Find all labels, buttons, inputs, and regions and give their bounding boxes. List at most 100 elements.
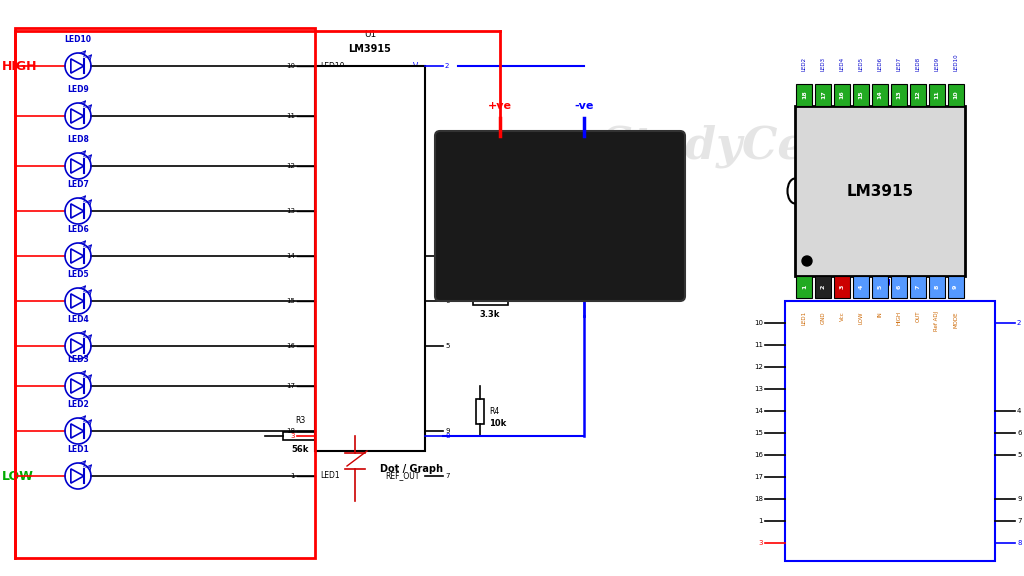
Text: IN: IN xyxy=(412,342,420,351)
Text: LED7: LED7 xyxy=(319,207,340,215)
Text: LED5: LED5 xyxy=(790,429,810,438)
Text: DIV_HI: DIV_HI xyxy=(394,297,420,305)
Bar xyxy=(315,66,425,451)
Text: 18k: 18k xyxy=(481,265,499,274)
Text: 6: 6 xyxy=(1017,430,1022,436)
Text: +ve: +ve xyxy=(488,101,512,111)
Text: LED7: LED7 xyxy=(896,57,901,71)
Text: 17: 17 xyxy=(754,474,763,480)
Text: 8: 8 xyxy=(445,433,450,439)
Text: 9: 9 xyxy=(953,285,958,289)
Text: DIV_LO: DIV_LO xyxy=(393,252,420,260)
Bar xyxy=(947,84,964,106)
FancyBboxPatch shape xyxy=(435,131,685,301)
Text: 14: 14 xyxy=(754,408,763,414)
Text: 3.3k: 3.3k xyxy=(480,310,500,319)
Text: 13: 13 xyxy=(286,208,295,214)
Text: V+: V+ xyxy=(790,539,802,548)
Text: LM3915: LM3915 xyxy=(348,44,391,54)
Bar xyxy=(891,84,907,106)
Text: REF_OUT: REF_OUT xyxy=(955,517,990,525)
Text: V+: V+ xyxy=(319,431,332,441)
Text: IN: IN xyxy=(878,311,883,317)
Text: 11: 11 xyxy=(934,90,939,100)
Text: R2: R2 xyxy=(485,236,495,245)
Text: LED7: LED7 xyxy=(67,180,89,189)
Text: 4: 4 xyxy=(445,253,450,259)
Text: 3: 3 xyxy=(840,285,845,289)
Text: R4: R4 xyxy=(489,407,500,415)
Text: LED10: LED10 xyxy=(790,319,814,328)
Bar xyxy=(929,276,945,298)
Text: 6: 6 xyxy=(445,298,450,304)
Text: LED6: LED6 xyxy=(790,407,810,415)
Text: LED1: LED1 xyxy=(68,445,89,454)
Text: 17: 17 xyxy=(821,90,825,100)
Text: LED4: LED4 xyxy=(790,450,810,460)
Text: Ref ADJ: Ref ADJ xyxy=(934,311,939,331)
Text: ✓CE ✓UL: ✓CE ✓UL xyxy=(544,285,577,291)
Bar xyxy=(853,84,869,106)
Text: Battery: Battery xyxy=(534,264,587,277)
Bar xyxy=(835,276,850,298)
Text: Dot / Graph: Dot / Graph xyxy=(380,464,443,473)
Text: 18: 18 xyxy=(286,428,295,434)
Text: R3: R3 xyxy=(295,416,305,425)
Text: REF_ADJ: REF_ADJ xyxy=(954,539,990,548)
Text: LED2: LED2 xyxy=(790,495,810,503)
Text: 10k: 10k xyxy=(489,419,506,427)
Text: MD_SEL: MD_SEL xyxy=(390,426,420,435)
Bar xyxy=(835,84,850,106)
Text: 8: 8 xyxy=(934,285,939,289)
Text: REF_ADJ: REF_ADJ xyxy=(388,431,420,441)
Text: 6: 6 xyxy=(896,285,901,289)
Text: MD_SEL: MD_SEL xyxy=(959,495,990,503)
Text: 9: 9 xyxy=(445,428,450,434)
Text: LED8: LED8 xyxy=(319,161,340,170)
Text: OUT: OUT xyxy=(915,311,921,323)
Bar xyxy=(872,276,888,298)
Text: 9: 9 xyxy=(1017,496,1022,502)
Text: StudyCell: StudyCell xyxy=(600,124,840,168)
Text: 10: 10 xyxy=(286,63,295,69)
Bar xyxy=(947,276,964,298)
Text: -ve: -ve xyxy=(574,101,594,111)
Text: 13: 13 xyxy=(896,90,901,100)
Text: 5: 5 xyxy=(878,285,883,289)
Text: GND: GND xyxy=(821,311,825,324)
Text: LED9: LED9 xyxy=(319,112,340,120)
Text: LOW: LOW xyxy=(2,469,34,483)
Text: 3: 3 xyxy=(291,433,295,439)
Text: Vcc: Vcc xyxy=(840,311,845,321)
Text: 12V 10Ah: 12V 10Ah xyxy=(515,226,605,244)
Text: 56k: 56k xyxy=(291,445,308,454)
Bar xyxy=(929,84,945,106)
Text: 13: 13 xyxy=(754,386,763,392)
Text: LED8: LED8 xyxy=(790,362,810,372)
Text: LED6: LED6 xyxy=(68,225,89,234)
Text: LED7: LED7 xyxy=(790,385,810,393)
Text: 15: 15 xyxy=(858,90,863,100)
Bar xyxy=(472,297,508,305)
Bar xyxy=(797,84,812,106)
Bar xyxy=(891,276,907,298)
Text: V-: V- xyxy=(981,319,990,328)
Text: REF_OUT: REF_OUT xyxy=(386,472,420,480)
Text: 18: 18 xyxy=(802,90,807,100)
Circle shape xyxy=(802,256,812,266)
Text: LED5: LED5 xyxy=(858,57,863,71)
Text: 4: 4 xyxy=(858,285,863,289)
Text: 12: 12 xyxy=(286,163,295,169)
Bar xyxy=(872,84,888,106)
Text: 11: 11 xyxy=(286,113,295,119)
Bar xyxy=(909,276,926,298)
Text: LOW: LOW xyxy=(858,311,863,324)
Text: V-: V- xyxy=(413,62,420,70)
Bar xyxy=(797,276,812,298)
Text: LED6: LED6 xyxy=(878,57,883,71)
Text: LED3: LED3 xyxy=(319,381,340,391)
Text: 14: 14 xyxy=(286,253,295,259)
Text: LED1: LED1 xyxy=(319,472,340,480)
Bar xyxy=(909,84,926,106)
Text: 7: 7 xyxy=(445,473,450,479)
